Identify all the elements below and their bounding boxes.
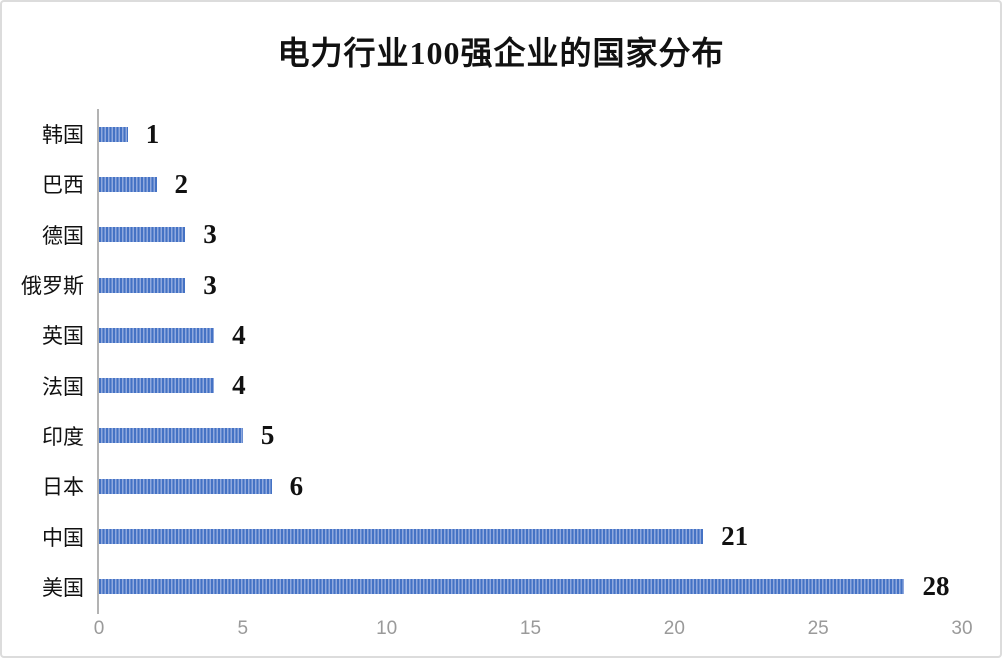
x-tick-label: 5 bbox=[237, 618, 249, 639]
bar-row: 中国 21 bbox=[2, 511, 1000, 561]
bar bbox=[99, 378, 215, 394]
x-tick-label: 0 bbox=[93, 618, 105, 639]
bar-track: 1 bbox=[99, 109, 1000, 159]
x-tick-label: 10 bbox=[376, 618, 398, 639]
bar bbox=[99, 579, 905, 595]
value-label: 5 bbox=[260, 420, 275, 451]
bar-row: 法国 4 bbox=[2, 360, 1000, 410]
value-label: 3 bbox=[203, 269, 217, 300]
bar-track: 3 bbox=[99, 210, 1000, 260]
value-label: 4 bbox=[232, 319, 246, 350]
value-label: 3 bbox=[203, 219, 217, 250]
category-label: 日本 bbox=[42, 475, 84, 500]
bar-row: 印度 5 bbox=[2, 411, 1000, 461]
bar-track: 3 bbox=[99, 260, 1000, 310]
bar bbox=[99, 327, 215, 343]
bar-row: 日本 6 bbox=[2, 461, 1000, 511]
bars-container: 韩国 1 巴西 2 德国 3 俄罗斯 3 英国 4 法国 4 印度 5 日本 6 中国 21 美国 28 bbox=[2, 109, 1000, 612]
bar-track: 5 bbox=[99, 411, 1000, 461]
bar bbox=[99, 478, 272, 494]
bar-track: 4 bbox=[99, 310, 1000, 360]
category-label: 俄罗斯 bbox=[21, 274, 84, 299]
category-label: 韩国 bbox=[42, 123, 84, 148]
bar-track: 28 bbox=[99, 562, 1000, 612]
bar-track: 21 bbox=[99, 511, 1000, 561]
x-tick-label: 30 bbox=[951, 618, 973, 639]
bar-track: 2 bbox=[99, 159, 1000, 209]
category-label: 印度 bbox=[42, 424, 84, 449]
bar bbox=[99, 227, 186, 243]
bar bbox=[99, 277, 186, 293]
bar-track: 6 bbox=[99, 461, 1000, 511]
bar bbox=[99, 529, 704, 545]
bar-row: 德国 3 bbox=[2, 210, 1000, 260]
x-tick-label: 15 bbox=[519, 618, 542, 639]
category-label: 法国 bbox=[42, 374, 84, 399]
bar bbox=[99, 428, 243, 444]
bar bbox=[99, 126, 128, 142]
bar bbox=[99, 176, 157, 192]
bar-track: 4 bbox=[99, 360, 1000, 410]
x-tick-label: 20 bbox=[663, 618, 685, 639]
value-label: 21 bbox=[721, 521, 749, 552]
bar-row: 美国 28 bbox=[2, 562, 1000, 612]
y-axis-line bbox=[97, 109, 99, 614]
bar-row: 英国 4 bbox=[2, 310, 1000, 360]
category-label: 巴西 bbox=[42, 173, 84, 198]
bar-row: 巴西 2 bbox=[2, 159, 1000, 209]
value-label: 1 bbox=[145, 118, 160, 149]
category-label: 德国 bbox=[42, 223, 84, 248]
category-label: 中国 bbox=[42, 525, 84, 550]
x-axis-ticks: 0 5 10 15 20 25 30 bbox=[94, 618, 973, 645]
category-label: 英国 bbox=[42, 324, 84, 349]
value-label: 4 bbox=[232, 370, 246, 401]
bar-row: 韩国 1 bbox=[2, 109, 1000, 159]
x-tick-label: 25 bbox=[807, 618, 829, 639]
value-label: 6 bbox=[289, 470, 304, 501]
bar-row: 俄罗斯 3 bbox=[2, 260, 1000, 310]
category-label: 美国 bbox=[42, 575, 84, 600]
value-label: 28 bbox=[922, 571, 950, 602]
chart-title: 电力行业100强企业的国家分布 bbox=[277, 35, 725, 71]
value-label: 2 bbox=[174, 168, 189, 199]
